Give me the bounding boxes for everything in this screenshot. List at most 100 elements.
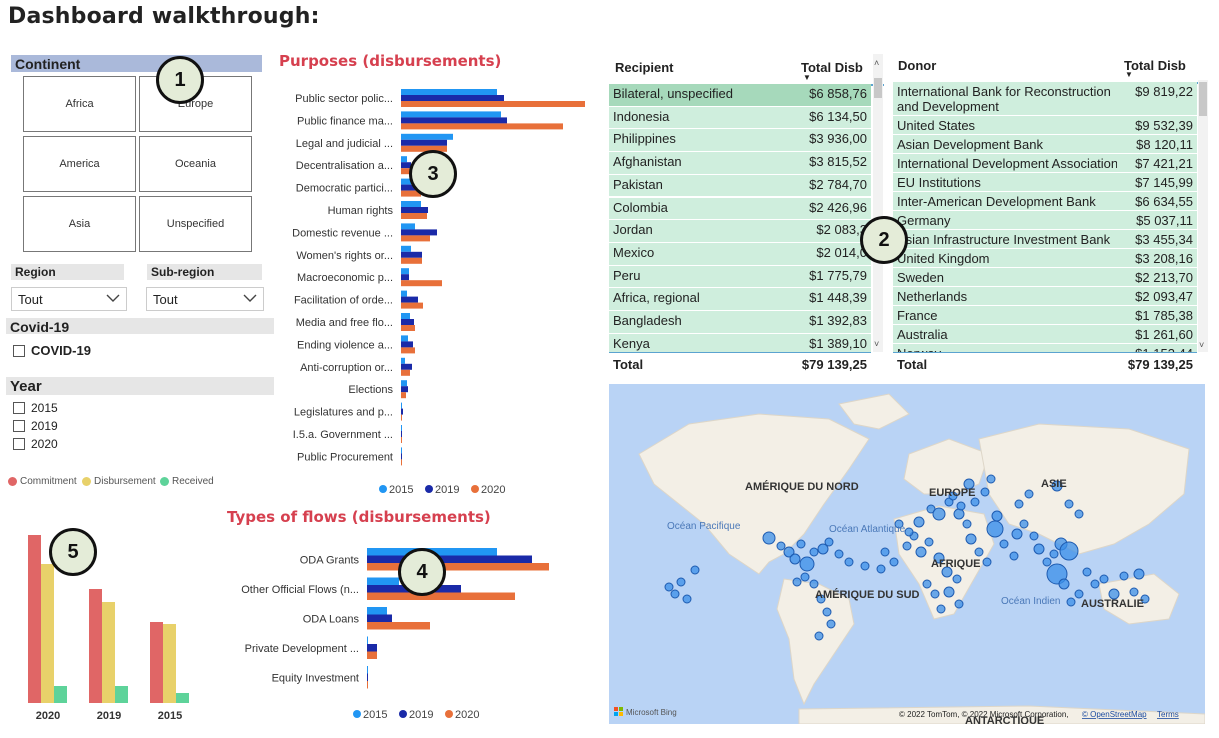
map-bubble[interactable] — [796, 539, 806, 549]
map-bubble[interactable] — [664, 582, 674, 592]
map-bubble[interactable] — [1011, 528, 1023, 540]
table-row[interactable]: EU Institutions $7 145,99 — [893, 173, 1197, 192]
map-bubble[interactable] — [822, 607, 832, 617]
map-bubble[interactable] — [682, 594, 692, 604]
bar[interactable] — [367, 681, 368, 689]
map-bubble[interactable] — [948, 491, 958, 501]
map-bubble[interactable] — [1090, 579, 1100, 589]
table-row[interactable]: Germany $5 037,11 — [893, 211, 1197, 230]
bar[interactable] — [401, 369, 410, 376]
map-bubble[interactable] — [676, 577, 686, 587]
scroll-down-icon[interactable]: ˅ — [874, 339, 880, 349]
osm-link[interactable]: © OpenStreetMap — [1082, 710, 1147, 719]
bar[interactable] — [150, 622, 163, 703]
map-bubble[interactable] — [1049, 549, 1059, 559]
year-checkbox-2020[interactable]: 2020 — [13, 437, 58, 451]
bar[interactable] — [367, 636, 368, 645]
bar[interactable] — [401, 402, 402, 409]
table-row[interactable]: Kenya $1 389,10 — [609, 333, 871, 352]
bar[interactable] — [401, 178, 411, 185]
table-row[interactable]: Pakistan $2 784,70 — [609, 174, 871, 198]
table-row[interactable]: Norway$1 153,44 — [893, 344, 1197, 352]
terms-link[interactable]: Terms — [1157, 710, 1179, 719]
map-bubble[interactable] — [952, 574, 962, 584]
map-bubble[interactable] — [816, 594, 826, 604]
map-bubble[interactable] — [800, 572, 810, 582]
map-bubble[interactable] — [974, 547, 984, 557]
bar[interactable] — [401, 268, 409, 275]
bar[interactable] — [401, 257, 422, 264]
map-bubble[interactable] — [792, 577, 802, 587]
bar[interactable] — [401, 111, 501, 118]
table-row[interactable]: Australia $1 261,60 — [893, 325, 1197, 344]
column-header-total-disb[interactable]: Total Disb — [1124, 58, 1186, 73]
map-bubble[interactable] — [965, 533, 977, 545]
map-bubble[interactable] — [970, 497, 980, 507]
scroll-down-icon[interactable]: ˅ — [1199, 340, 1205, 350]
map-bubble[interactable] — [1024, 489, 1034, 499]
continent-tile-asia[interactable]: Asia — [23, 196, 136, 252]
scrollbar[interactable]: ˄ ˅ — [873, 54, 883, 352]
bar[interactable] — [367, 563, 549, 571]
bar[interactable] — [401, 168, 416, 175]
table-row[interactable]: Asian Development Bank $8 120,11 — [893, 135, 1197, 154]
map-bubble[interactable] — [956, 501, 966, 511]
table-row[interactable]: Netherlands $2 093,47 — [893, 287, 1197, 306]
bar[interactable] — [401, 425, 402, 431]
subregion-dropdown[interactable]: Tout — [146, 287, 264, 311]
map-bubble[interactable] — [670, 589, 680, 599]
map-bubble[interactable] — [1009, 551, 1019, 561]
sort-desc-icon[interactable]: ▼ — [803, 73, 811, 82]
map-bubble[interactable] — [1074, 509, 1084, 519]
bar[interactable] — [401, 95, 504, 101]
map-bubble[interactable] — [824, 537, 834, 547]
bar[interactable] — [401, 101, 585, 107]
map-bubble[interactable] — [876, 564, 886, 574]
recipient-table[interactable]: Recipient Total Disb ▼ Bilateral, unspec… — [609, 54, 884, 374]
bar[interactable] — [401, 190, 421, 197]
table-row[interactable]: International Development Association $7 … — [893, 154, 1197, 173]
bar[interactable] — [401, 223, 415, 230]
bar[interactable] — [401, 431, 402, 437]
map-bubble[interactable] — [982, 557, 992, 567]
map-bubble[interactable] — [999, 539, 1009, 549]
map-bubble[interactable] — [933, 552, 945, 564]
continent-tile-africa[interactable]: Africa — [23, 76, 136, 132]
bar[interactable] — [102, 602, 115, 703]
map-bubble[interactable] — [1051, 480, 1063, 492]
bar[interactable] — [401, 313, 410, 319]
continent-tile-unspecified[interactable]: Unspecified — [139, 196, 252, 252]
bar[interactable] — [401, 380, 407, 387]
map-bubble[interactable] — [776, 541, 786, 551]
bar[interactable] — [401, 341, 413, 348]
bar[interactable] — [401, 235, 430, 242]
map-bubble[interactable] — [809, 547, 819, 557]
bar[interactable] — [367, 622, 430, 630]
map-bubble[interactable] — [932, 507, 946, 521]
map-bubble[interactable] — [1140, 594, 1150, 604]
map-bubble[interactable] — [904, 527, 914, 537]
map-bubble[interactable] — [817, 543, 829, 555]
table-row[interactable]: Africa, regional $1 448,39 — [609, 288, 871, 311]
bar[interactable] — [367, 644, 377, 652]
map-bubble[interactable] — [1014, 499, 1024, 509]
map-bubble[interactable] — [930, 589, 940, 599]
bar[interactable] — [401, 201, 421, 207]
map-bubble[interactable] — [762, 531, 776, 545]
bar[interactable] — [401, 213, 427, 219]
map-bubble[interactable] — [826, 619, 836, 629]
bar[interactable] — [367, 577, 399, 586]
bar[interactable] — [401, 207, 428, 213]
scrollbar-thumb[interactable] — [874, 78, 882, 98]
map-bubble[interactable] — [814, 631, 824, 641]
map-bubble[interactable] — [1133, 568, 1145, 580]
map-bubble[interactable] — [1099, 574, 1109, 584]
bar[interactable] — [367, 614, 392, 623]
bar[interactable] — [367, 555, 532, 564]
table-row[interactable]: Inter-American Development Bank $6 634,55 — [893, 192, 1197, 211]
bar[interactable] — [401, 302, 423, 309]
bar[interactable] — [401, 414, 402, 421]
bar[interactable] — [401, 335, 408, 342]
table-row[interactable]: Jordan $2 083,3 — [609, 220, 871, 243]
table-row[interactable]: Bangladesh $1 392,83 — [609, 311, 871, 334]
